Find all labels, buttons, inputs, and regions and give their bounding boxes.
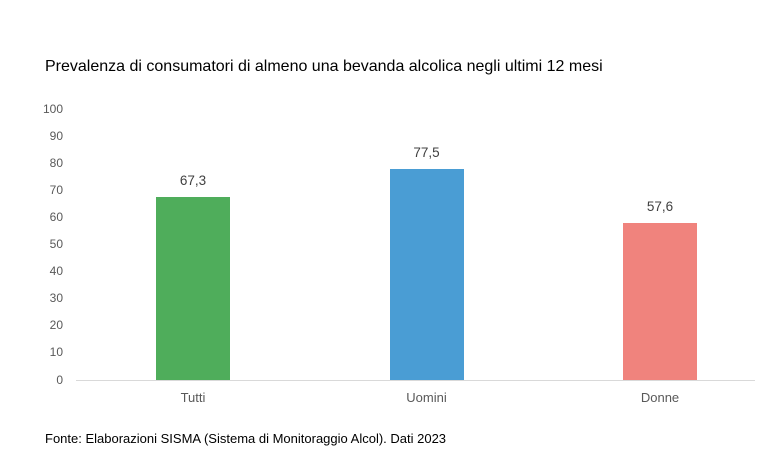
source-note: Fonte: Elaborazioni SISMA (Sistema di Mo…	[45, 431, 447, 446]
y-axis-tick-label: 60	[49, 209, 63, 224]
bar-tutti	[156, 197, 230, 380]
bar-uomini	[389, 169, 464, 380]
y-axis-tick-label: 90	[49, 128, 63, 143]
y-axis-tick-label: 0	[56, 372, 63, 387]
y-axis-tick-label: 40	[49, 264, 63, 279]
bar-donne	[623, 223, 697, 380]
y-axis-tick-label: 30	[49, 291, 63, 306]
x-axis-category-label: Tutti	[180, 390, 206, 405]
bar-value-label: 67,3	[179, 173, 207, 189]
y-axis-tick-label: 70	[49, 182, 63, 197]
y-axis-tick-label: 50	[49, 237, 63, 251]
y-axis-tick-label: 10	[49, 345, 63, 360]
y-axis-tick-label: 100	[42, 101, 63, 116]
y-axis-tick-label: 20	[49, 318, 63, 333]
x-axis-category-label: Donne	[640, 390, 680, 405]
x-axis-category-label: Uomini	[406, 390, 447, 405]
x-axis-line	[76, 379, 755, 382]
y-axis-tick-label: 80	[49, 155, 63, 170]
chart-title: Prevalenza di consumatori di almeno una …	[45, 58, 603, 75]
bar-value-label: 77,5	[413, 145, 440, 161]
bar-value-label: 57,6	[646, 199, 674, 215]
